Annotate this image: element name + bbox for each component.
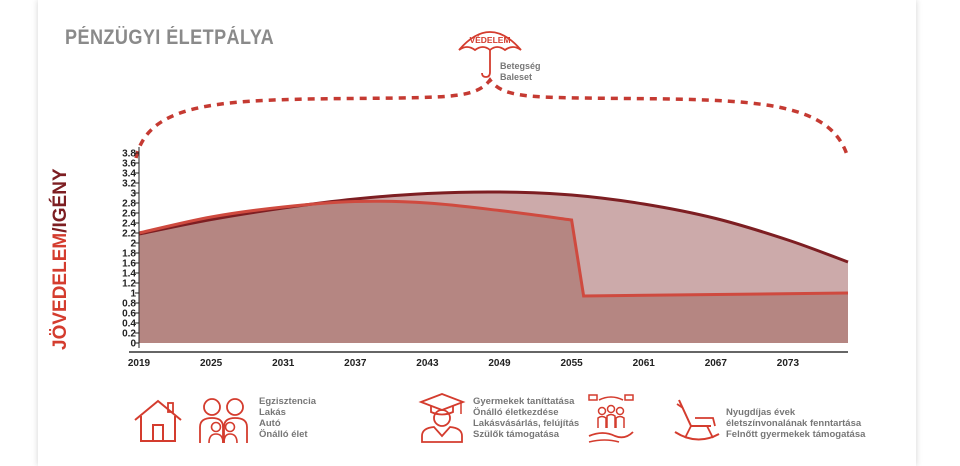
y-tick-label: 3.4: [122, 169, 136, 180]
x-tick-label: 2055: [560, 358, 583, 369]
legend-line: Lakás: [259, 407, 286, 418]
legend-line: Gyermekek taníttatása: [473, 396, 575, 407]
protection-label: VÉDELEM: [469, 35, 510, 45]
x-tick-label: 2049: [488, 358, 511, 369]
y-tick-label: 0.8: [122, 299, 136, 310]
legend-line: életszínvonalának fenntartása: [726, 418, 862, 429]
y-tick-label: 3.2: [122, 179, 136, 190]
rocking-chair-icon: [674, 399, 720, 441]
legend-line: Lakásvásárlás, felújítás: [473, 418, 580, 429]
x-tick-label: 2067: [705, 358, 728, 369]
house-icon: [134, 399, 182, 442]
legend-line: Nyugdíjas évek: [726, 407, 796, 418]
legend-line: Szülők támogatása: [473, 429, 560, 440]
umbrella-icon: [458, 31, 522, 78]
legend-line: Egzisztencia: [259, 396, 317, 407]
chart-title: PÉNZÜGYI ÉLETPÁLYA: [65, 26, 275, 49]
x-tick-label: 2031: [272, 358, 295, 369]
legend-group-2: Gyermekek taníttatása Önálló életkezdése…: [473, 396, 579, 440]
y-tick-label: 2: [130, 239, 136, 250]
x-tick-label: 2025: [200, 358, 223, 369]
legend-line: Önálló életkezdése: [473, 407, 559, 418]
protection-bracket: [134, 77, 850, 159]
need-series-line: [138, 190, 849, 264]
legend-group-4: Nyugdíjas évek életszínvonalának fenntar…: [726, 407, 865, 440]
y-tick-label: 0.4: [122, 319, 136, 330]
y-tick-label: 2.8: [122, 199, 136, 210]
x-tick-label: 2073: [777, 358, 800, 369]
y-tick-label: 2.4: [122, 219, 136, 230]
y-tick-label: 1.4: [122, 269, 136, 280]
legend-group-1: Egzisztencia Lakás Autó Önálló élet: [259, 396, 316, 440]
y-tick-label: 1: [130, 289, 136, 300]
y-tick-label: 3.6: [122, 159, 136, 170]
x-tick-label: 2019: [128, 358, 151, 369]
y-tick-label: 1.6: [122, 259, 136, 270]
y-tick-label: 1.2: [122, 279, 136, 290]
x-tick-label: 2061: [633, 358, 656, 369]
y-tick-label: 1.8: [122, 249, 136, 260]
legend-line: Önálló élet: [259, 429, 308, 440]
legend-line: Felnőtt gyermekek támogatása: [726, 429, 866, 440]
y-tick-label: 3: [130, 189, 136, 200]
x-tick-label: 2043: [416, 358, 439, 369]
income-series-line: [138, 199, 849, 298]
y-tick-label: 0: [130, 339, 136, 350]
y-tick-label: 2.6: [122, 209, 136, 220]
y-tick-label: 2.2: [122, 229, 136, 240]
family-icon: [199, 398, 248, 444]
family-care-icon: [588, 394, 634, 443]
y-tick-label: 0.6: [122, 309, 136, 320]
plot-area: [138, 190, 849, 343]
y-tick-label: 0.2: [122, 329, 136, 340]
y-tick-label: 3.8: [122, 149, 136, 160]
x-tick-label: 2037: [344, 358, 367, 369]
graduate-icon: [418, 393, 466, 443]
legend-line: Autó: [259, 418, 281, 429]
income-area: [139, 201, 848, 343]
protection-item: Betegség: [500, 61, 541, 71]
protection-item: Baleset: [500, 72, 532, 82]
